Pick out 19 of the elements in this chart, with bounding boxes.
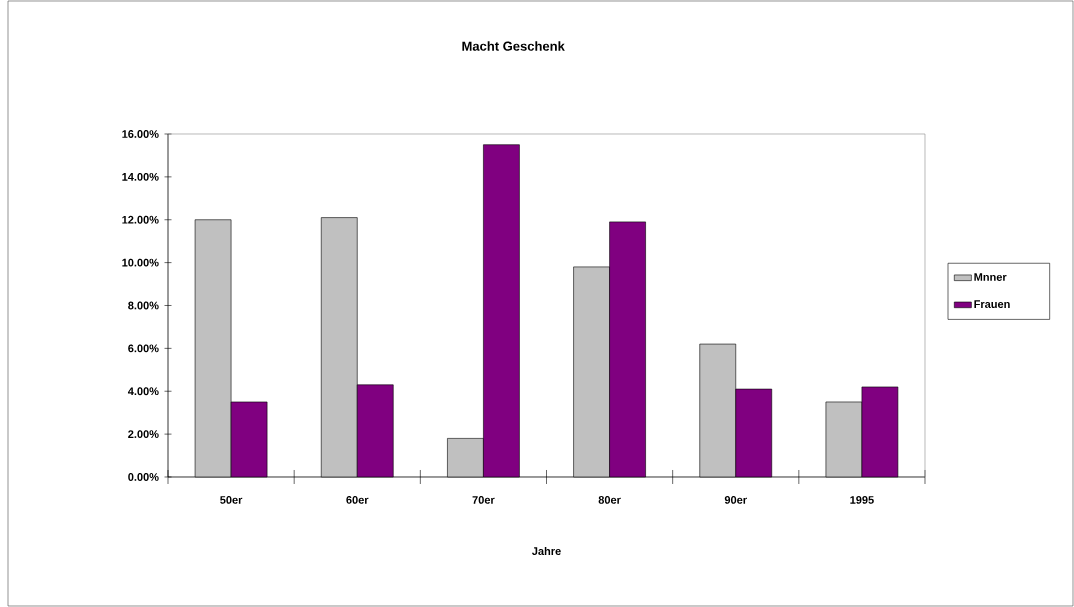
legend-label: Frauen: [974, 300, 1010, 309]
y-tick-label: 4.00%: [127, 387, 159, 396]
y-tick-label: 6.00%: [128, 344, 159, 353]
x-tick-label: 50er: [220, 496, 243, 504]
y-tick-label: 0.00%: [128, 473, 159, 481]
x-tick-label: 70er: [472, 496, 495, 504]
y-tick-label: 10.00%: [122, 258, 159, 267]
y-tick-label: 16.00%: [122, 130, 159, 138]
y-tick-label: 14.00%: [122, 172, 159, 181]
y-tick-label: 8.00%: [128, 301, 159, 310]
y-tick-label: 12.00%: [122, 215, 159, 224]
x-tick-label: 1995: [850, 496, 874, 504]
x-tick-label: 60er: [346, 496, 369, 504]
chart-title: Macht Geschenk: [462, 41, 565, 51]
x-tick-label: 90er: [724, 496, 747, 504]
legend-label: Mnner: [974, 273, 1007, 281]
x-tick-label: 80er: [598, 496, 621, 504]
x-axis-title: Jahre: [532, 546, 561, 556]
y-tick-label: 2.00%: [128, 430, 159, 439]
